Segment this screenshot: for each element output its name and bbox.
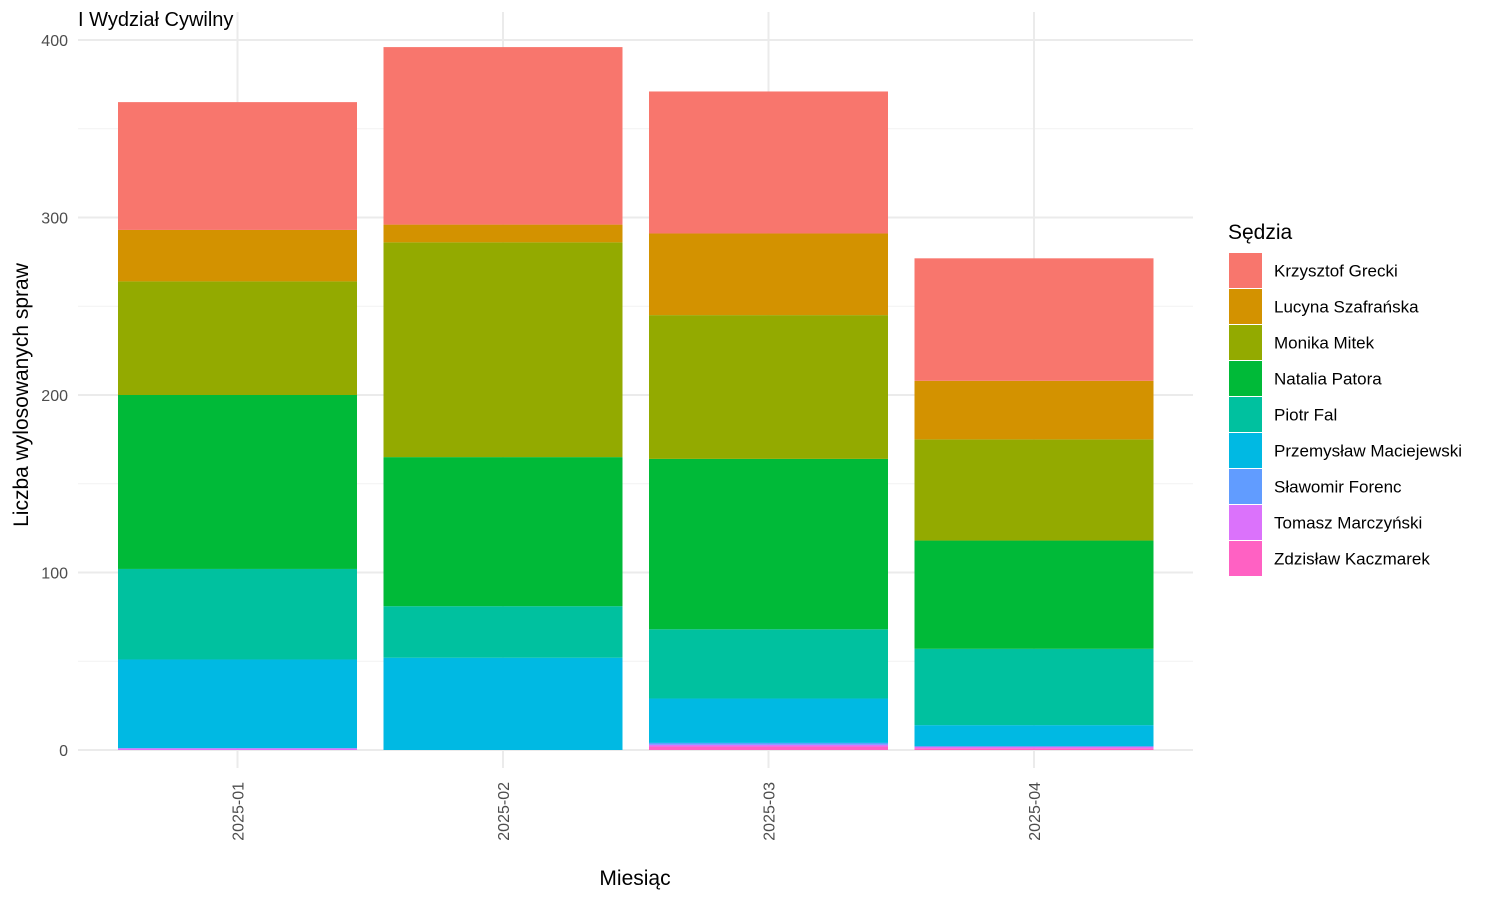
bar-segment — [383, 657, 623, 750]
bar-segment — [914, 258, 1154, 381]
legend-label: Tomasz Marczyński — [1274, 514, 1422, 533]
legend-key — [1229, 505, 1262, 540]
legend-key — [1229, 325, 1262, 360]
y-tick-label: 300 — [41, 211, 68, 228]
y-tick-label: 400 — [41, 33, 68, 50]
x-tick-label: 2025-01 — [231, 782, 248, 841]
bar-segment — [649, 458, 888, 630]
y-axis-ticks: 0 100 200 300 400 — [41, 33, 68, 760]
legend-label: Przemysław Maciejewski — [1274, 442, 1462, 461]
bar-segment — [118, 659, 357, 749]
bar-segment — [649, 233, 888, 316]
bar-segment — [383, 242, 623, 458]
bars — [118, 47, 1154, 750]
bar-segment — [383, 47, 623, 225]
y-tick-label: 200 — [41, 388, 68, 405]
legend-label: Natalia Patora — [1274, 370, 1382, 389]
x-axis-ticks: 2025-01 2025-02 2025-03 2025-04 — [231, 782, 1045, 841]
legend-label: Sławomir Forenc — [1274, 478, 1402, 497]
x-tick-label: 2025-04 — [1027, 782, 1044, 841]
bar-segment — [649, 698, 888, 743]
bar-segment — [649, 91, 888, 234]
bar-segment — [914, 439, 1154, 541]
legend-label: Lucyna Szafrańska — [1274, 298, 1419, 317]
bar-segment — [649, 746, 888, 750]
bar-segment — [118, 229, 357, 282]
legend-label: Monika Mitek — [1274, 334, 1375, 353]
legend-key — [1229, 253, 1262, 288]
x-tick-label: 2025-02 — [496, 782, 513, 841]
y-tick-label: 0 — [59, 743, 68, 760]
legend-title: Sędzia — [1228, 221, 1293, 244]
bar-segment — [649, 629, 888, 699]
x-axis-label: Miesiąc — [599, 867, 670, 890]
bar-segment — [383, 457, 623, 607]
bar-segment — [649, 315, 888, 459]
bar-segment — [649, 742, 888, 745]
legend-key — [1229, 289, 1262, 324]
y-axis-label: Liczba wylosowanych spraw — [10, 262, 33, 527]
legend-key — [1229, 397, 1262, 432]
legend-label: Piotr Fal — [1274, 406, 1337, 425]
bar-segment — [914, 746, 1154, 749]
y-tick-label: 100 — [41, 566, 68, 583]
bar-segment — [914, 648, 1154, 726]
bar-segment — [118, 395, 357, 569]
legend-key — [1229, 361, 1262, 396]
bar-segment — [914, 748, 1154, 750]
bar-segment — [118, 102, 357, 230]
legend-label: Zdzisław Kaczmarek — [1274, 550, 1430, 569]
bar-segment — [649, 744, 888, 747]
bar-segment — [914, 725, 1154, 747]
legend-key — [1229, 541, 1262, 576]
legend-key — [1229, 469, 1262, 504]
bar-segment — [118, 748, 357, 750]
bar-segment — [914, 540, 1154, 649]
bar-segment — [383, 606, 623, 658]
x-tick-label: 2025-03 — [762, 782, 779, 841]
bar-segment — [914, 380, 1154, 440]
bar-segment — [118, 281, 357, 395]
legend-key — [1229, 433, 1262, 468]
bar-segment — [383, 224, 623, 243]
legend: Sędzia Krzysztof Grecki Lucyna Szafrańska… — [1228, 221, 1462, 576]
legend-label: Krzysztof Grecki — [1274, 262, 1398, 281]
chart-title: I Wydział Cywilny — [78, 9, 233, 31]
bar-segment — [118, 568, 357, 660]
